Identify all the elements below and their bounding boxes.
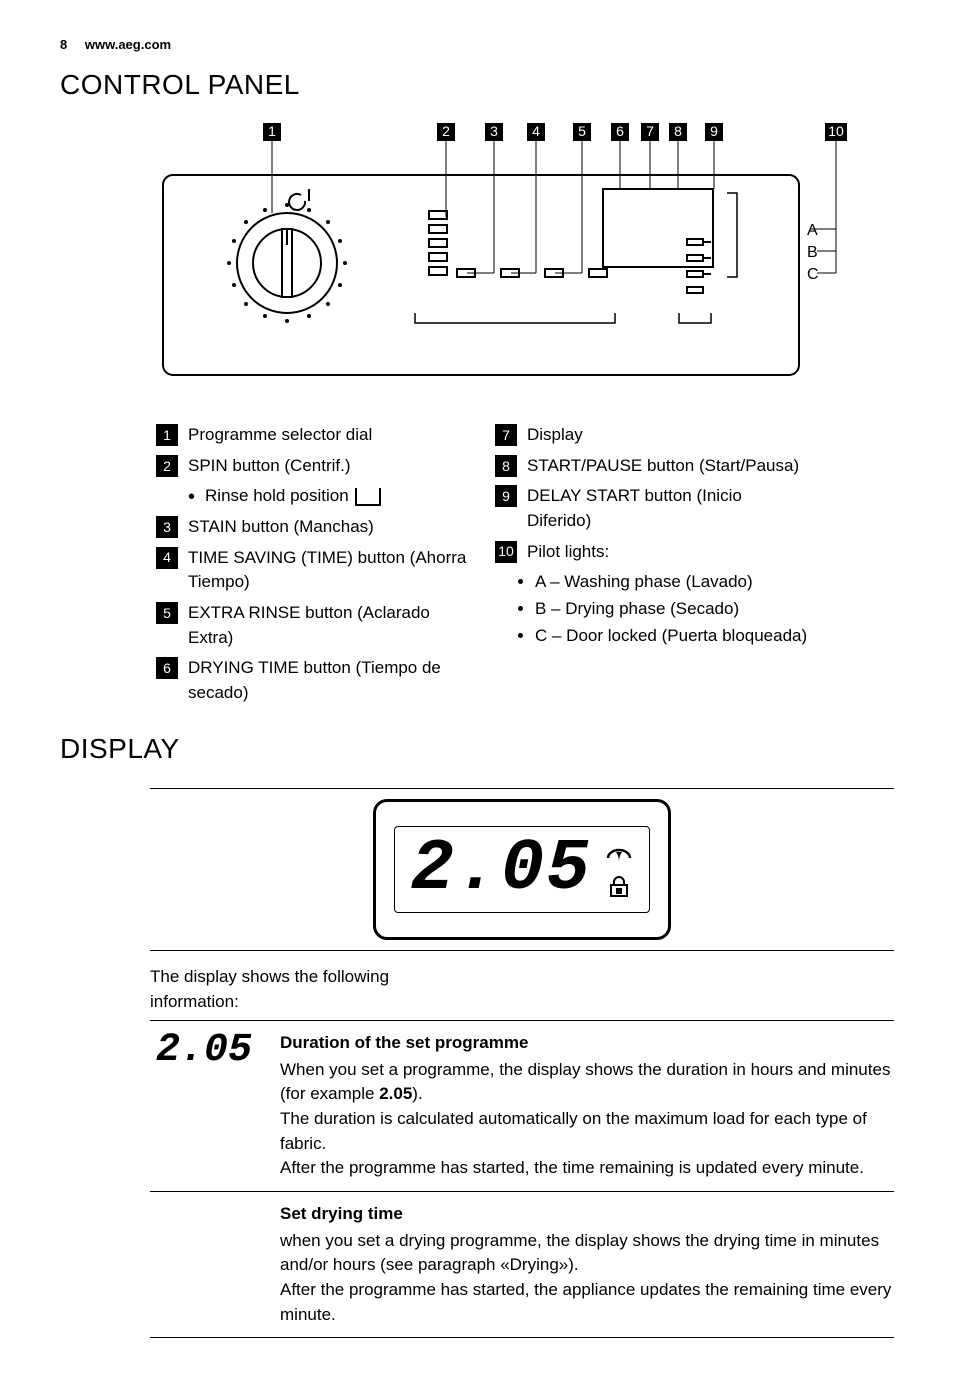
svg-text:2: 2 (442, 123, 450, 139)
svg-text:4: 4 (532, 123, 540, 139)
divider (150, 788, 894, 789)
row-line: After the programme has started, the app… (280, 1278, 894, 1327)
legend-text: Pilot lights: (527, 540, 810, 565)
control-panel-diagram: 1 2 3 4 5 6 7 8 9 10 (60, 123, 894, 401)
row-title: Duration of the set programme (280, 1031, 894, 1056)
pilot-light-item: A – Washing phase (Lavado) (535, 570, 810, 595)
pilot-lights-list: A – Washing phase (Lavado) B – Drying ph… (495, 570, 810, 648)
legend-text: Display (527, 423, 810, 448)
legend-left-column: 1 Programme selector dial 2 SPIN button … (156, 423, 471, 711)
legend-text: TIME SAVING (TIME) button (Ahorra Tiempo… (188, 546, 471, 595)
legend-text: Programme selector dial (188, 423, 471, 448)
header-url: www.aeg.com (85, 37, 171, 52)
display-intro: The display shows the following informat… (150, 965, 470, 1014)
legend-text: EXTRA RINSE button (Aclarado Extra) (188, 601, 471, 650)
legend-number: 8 (495, 455, 517, 477)
legend-text: DELAY START button (Inicio Diferido) (527, 484, 810, 533)
svg-text:9: 9 (710, 123, 718, 139)
legend-item: 1 Programme selector dial (156, 423, 471, 448)
rinse-hold-text: Rinse hold position (205, 484, 349, 509)
svg-text:8: 8 (674, 123, 682, 139)
legend-item: 5 EXTRA RINSE button (Aclarado Extra) (156, 601, 471, 650)
anti-crease-icon (605, 846, 633, 870)
svg-text:5: 5 (578, 123, 586, 139)
svg-text:10: 10 (828, 123, 844, 139)
legend-item: 6 DRYING TIME button (Tiempo de secado) (156, 656, 471, 705)
seg-display-small: 2.05 (156, 1028, 252, 1073)
legend-number: 5 (156, 602, 178, 624)
legend-right-column: 7 Display 8 START/PAUSE button (Start/Pa… (495, 423, 810, 711)
table-row: Set drying time when you set a drying pr… (150, 1192, 894, 1338)
legend-item: 9 DELAY START button (Inicio Diferido) (495, 484, 810, 533)
legend-number: 3 (156, 516, 178, 538)
rinse-hold-note: • Rinse hold position (156, 484, 471, 509)
svg-text:7: 7 (646, 123, 654, 139)
pilot-light-item: B – Drying phase (Secado) (535, 597, 810, 622)
lock-icon (608, 876, 630, 898)
row-line: The duration is calculated automatically… (280, 1107, 894, 1156)
row-body-cell: Set drying time when you set a drying pr… (280, 1192, 894, 1338)
control-panel-title: CONTROL PANEL (60, 65, 894, 106)
row-body-cell: Duration of the set programme When you s… (280, 1021, 894, 1192)
row-icon-cell: 2.05 (150, 1021, 280, 1192)
page-header: 8 www.aeg.com (60, 36, 894, 55)
legend-item: 7 Display (495, 423, 810, 448)
svg-text:A: A (807, 222, 818, 239)
legend-item: 10 Pilot lights: (495, 540, 810, 565)
svg-text:3: 3 (490, 123, 498, 139)
display-sample-value: 2.05 (411, 837, 592, 902)
svg-text:6: 6 (616, 123, 624, 139)
row-icon-cell (150, 1192, 280, 1338)
svg-text:B: B (807, 244, 818, 261)
row-title: Set drying time (280, 1202, 894, 1227)
row-line: After the programme has started, the tim… (280, 1156, 894, 1181)
rinse-hold-icon (355, 488, 381, 506)
pilot-light-item: C – Door locked (Puerta bloqueada) (535, 624, 810, 649)
legend-item: 3 STAIN button (Manchas) (156, 515, 471, 540)
divider (150, 950, 894, 951)
svg-text:C: C (807, 266, 819, 283)
control-panel-legend: 1 Programme selector dial 2 SPIN button … (60, 423, 894, 711)
row-line: when you set a drying programme, the dis… (280, 1229, 894, 1278)
legend-text: DRYING TIME button (Tiempo de secado) (188, 656, 471, 705)
legend-number: 7 (495, 424, 517, 446)
legend-number: 4 (156, 547, 178, 569)
legend-number: 6 (156, 657, 178, 679)
row-line: When you set a programme, the display sh… (280, 1058, 894, 1107)
legend-text: START/PAUSE button (Start/Pausa) (527, 454, 810, 479)
display-visual: 2.05 (150, 799, 894, 940)
legend-number: 10 (495, 541, 517, 563)
display-title: DISPLAY (60, 729, 894, 770)
display-info-table: 2.05 Duration of the set programme When … (150, 1020, 894, 1338)
legend-item: 8 START/PAUSE button (Start/Pausa) (495, 454, 810, 479)
table-row: 2.05 Duration of the set programme When … (150, 1021, 894, 1192)
legend-item: 2 SPIN button (Centrif.) (156, 454, 471, 479)
legend-number: 2 (156, 455, 178, 477)
legend-number: 9 (495, 485, 517, 507)
svg-text:1: 1 (268, 123, 276, 139)
legend-text: SPIN button (Centrif.) (188, 454, 471, 479)
legend-item: 4 TIME SAVING (TIME) button (Ahorra Tiem… (156, 546, 471, 595)
page-number: 8 (60, 37, 67, 52)
legend-text: STAIN button (Manchas) (188, 515, 471, 540)
legend-number: 1 (156, 424, 178, 446)
